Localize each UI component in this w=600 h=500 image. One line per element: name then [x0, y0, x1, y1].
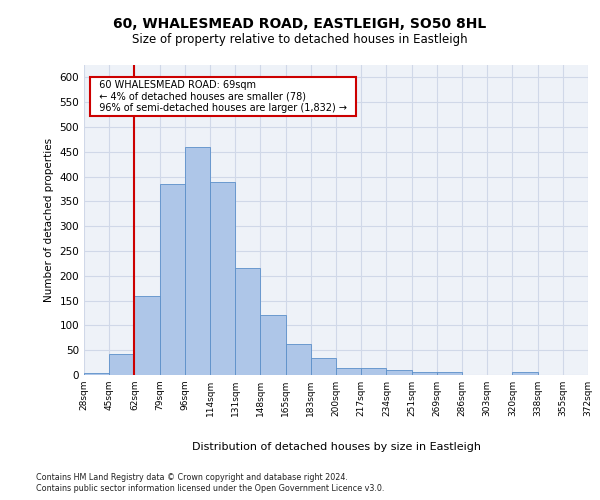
- Bar: [512, 372, 538, 375]
- Bar: [260, 316, 286, 375]
- Bar: [235, 268, 260, 375]
- Text: Size of property relative to detached houses in Eastleigh: Size of property relative to detached ho…: [132, 32, 468, 46]
- Bar: [109, 354, 134, 375]
- Text: Contains public sector information licensed under the Open Government Licence v3: Contains public sector information licen…: [36, 484, 385, 493]
- Bar: [412, 372, 437, 375]
- Bar: [311, 358, 336, 375]
- Bar: [160, 184, 185, 375]
- Bar: [437, 372, 462, 375]
- Text: 60, WHALESMEAD ROAD, EASTLEIGH, SO50 8HL: 60, WHALESMEAD ROAD, EASTLEIGH, SO50 8HL: [113, 18, 487, 32]
- Bar: [386, 370, 412, 375]
- Text: Contains HM Land Registry data © Crown copyright and database right 2024.: Contains HM Land Registry data © Crown c…: [36, 472, 348, 482]
- Text: 60 WHALESMEAD ROAD: 69sqm  
  ← 4% of detached houses are smaller (78)  
  96% o: 60 WHALESMEAD ROAD: 69sqm ← 4% of detach…: [93, 80, 353, 113]
- Bar: [336, 368, 361, 375]
- Bar: [84, 372, 109, 375]
- Bar: [210, 182, 235, 375]
- Bar: [185, 147, 210, 375]
- Y-axis label: Number of detached properties: Number of detached properties: [44, 138, 54, 302]
- Bar: [134, 296, 160, 375]
- Bar: [361, 368, 386, 375]
- Text: Distribution of detached houses by size in Eastleigh: Distribution of detached houses by size …: [191, 442, 481, 452]
- Bar: [286, 344, 311, 375]
